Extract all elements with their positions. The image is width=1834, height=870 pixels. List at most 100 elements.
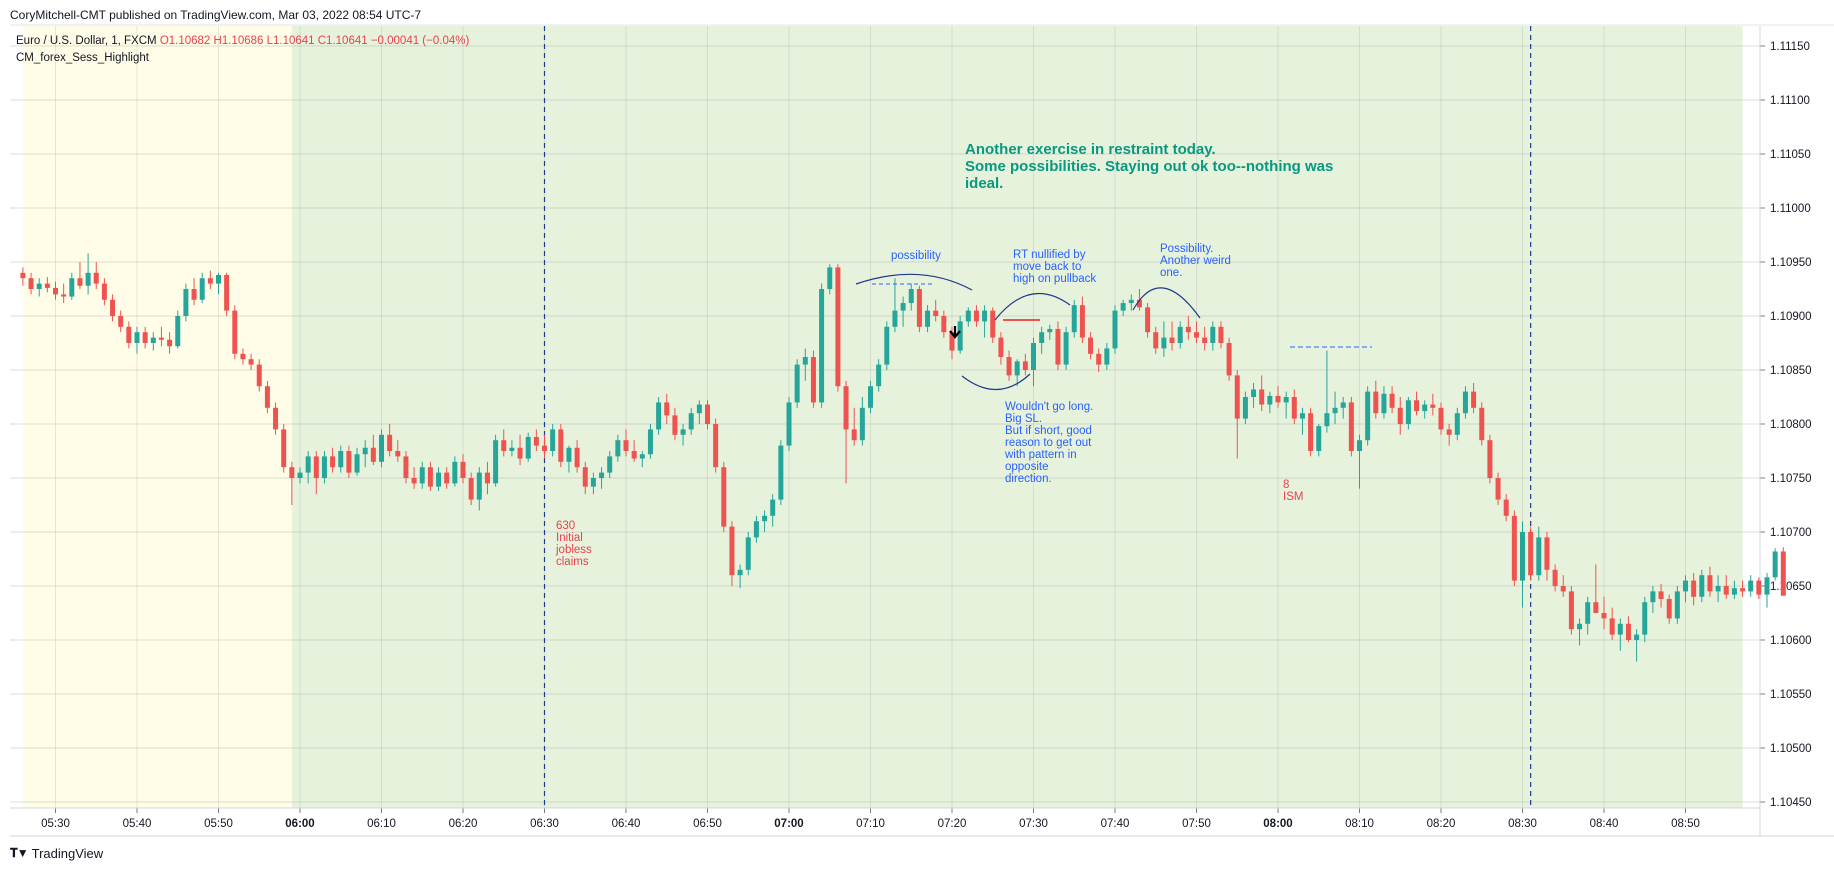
candle-up <box>868 386 873 408</box>
candle-down <box>1723 586 1729 595</box>
candle-down <box>281 429 287 468</box>
candle-down <box>517 447 523 459</box>
candle-down <box>851 429 857 441</box>
candle-up <box>493 440 499 484</box>
possibility-annotation: possibility <box>891 250 941 262</box>
candle-up <box>908 289 914 304</box>
symbol-name[interactable]: Euro / U.S. Dollar, 1, FXCM <box>16 35 157 47</box>
session-london-band <box>291 26 1743 808</box>
candle-down <box>1691 580 1697 597</box>
candle-down <box>1259 389 1265 405</box>
candle-down <box>1756 580 1762 595</box>
price-tick-label: 1.10950 <box>1770 257 1812 269</box>
time-tick-label: 06:20 <box>449 818 478 830</box>
candle-down <box>1169 337 1175 343</box>
candle-down <box>664 402 670 416</box>
candle-up <box>1112 310 1118 349</box>
main-annotation: Another exercise in restraint today. Som… <box>965 141 1334 192</box>
price-tick-label: 1.10700 <box>1770 527 1812 539</box>
candle-up <box>1748 580 1754 592</box>
candle-down <box>705 404 710 424</box>
candle-down <box>240 353 246 360</box>
candle-up <box>1177 326 1183 343</box>
candle-down <box>916 289 922 327</box>
candle-up <box>199 278 205 300</box>
candle-down <box>810 357 816 403</box>
symbol-legend[interactable]: Euro / U.S. Dollar, 1, FXCM O1.10682 H1.… <box>16 35 469 47</box>
candle-down <box>77 278 83 286</box>
tradingview-footer[interactable]: 𝐓▼ TradingView <box>10 846 103 861</box>
possibility-weird-annotation: Possibility. Another weird one. <box>1160 243 1231 279</box>
candle-up <box>1161 337 1167 349</box>
candle-up <box>656 402 662 430</box>
time-tick-label: 08:40 <box>1590 818 1619 830</box>
indicator-legend[interactable]: CM_forex_Sess_Highlight <box>16 52 149 64</box>
candle-up <box>1674 591 1680 619</box>
arc-possibility-weird <box>1132 287 1201 319</box>
candle-up <box>452 461 458 484</box>
candle-down <box>1438 407 1444 430</box>
candle-up <box>786 402 792 446</box>
arc-rt-nullified <box>994 292 1071 321</box>
candle-up <box>794 364 800 403</box>
candle-down <box>28 278 34 289</box>
candle-down <box>273 407 279 430</box>
candle-down <box>949 332 955 351</box>
candle-up <box>216 274 221 284</box>
candle-down <box>158 337 164 340</box>
candle-up <box>753 521 759 538</box>
candle-down <box>248 359 254 365</box>
price-tick-label: 1.11050 <box>1770 149 1811 161</box>
candle-up <box>1405 400 1411 424</box>
candle-down <box>1389 393 1395 408</box>
price-tick-label: 1.10900 <box>1770 311 1812 323</box>
candle-down <box>101 283 107 300</box>
time-tick-label: 06:00 <box>285 818 314 830</box>
time-tick-label: 07:20 <box>938 818 967 830</box>
price-tick-label: 1.10550 <box>1770 689 1812 701</box>
candle-down <box>387 434 393 451</box>
down-arrow-icon <box>949 326 961 339</box>
candle-up <box>770 499 776 516</box>
candle-down <box>191 289 197 300</box>
candle-down <box>582 467 588 487</box>
candle-down <box>1275 395 1281 403</box>
candle-down <box>167 339 173 347</box>
time-tick-label: 08:50 <box>1671 818 1700 830</box>
candle-up <box>892 310 898 327</box>
candle-down <box>1308 413 1314 451</box>
candle-down <box>998 337 1004 358</box>
candle-down <box>1740 588 1746 592</box>
time-tick-label: 07:10 <box>856 818 885 830</box>
time-tick-label: 05:30 <box>41 818 70 830</box>
candle-down <box>1560 586 1566 592</box>
candle-up <box>566 447 572 462</box>
candle-up <box>1422 404 1428 412</box>
candle-down <box>1202 337 1208 343</box>
candle-up <box>957 321 963 351</box>
candle-up <box>436 472 442 487</box>
price-tick-label: 1.10800 <box>1770 419 1812 431</box>
candle-down <box>411 478 417 484</box>
candle-down <box>1136 299 1142 308</box>
time-tick-label: 08:00 <box>1263 818 1292 830</box>
candle-down <box>631 451 637 459</box>
candle-down <box>1430 404 1436 408</box>
price-tick-label: 1.10750 <box>1770 473 1812 485</box>
time-tick-label: 08:30 <box>1508 818 1537 830</box>
candle-up <box>1031 343 1036 370</box>
candle-down <box>1218 326 1224 343</box>
candle-down <box>126 326 132 343</box>
candle-down <box>1479 407 1485 441</box>
candle-up <box>1039 332 1045 343</box>
candle-up <box>745 537 751 570</box>
time-tick-label: 07:40 <box>1101 818 1130 830</box>
candle-up <box>599 472 605 478</box>
candle-up <box>1715 586 1721 592</box>
candle-up <box>1324 413 1330 427</box>
candle-up <box>1634 634 1640 640</box>
candle-down <box>118 316 124 327</box>
candle-up <box>1536 537 1542 576</box>
candle-down <box>1666 598 1672 619</box>
